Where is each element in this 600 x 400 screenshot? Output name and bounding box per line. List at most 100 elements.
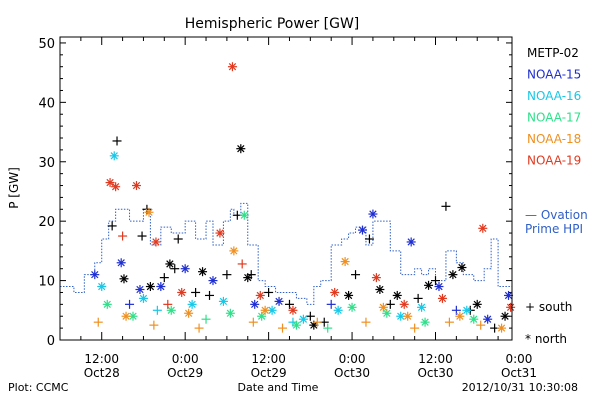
north-point [165,259,175,269]
north-point [424,280,434,290]
x-tick-time: 0:00 [339,352,366,366]
x-tick-date: Oct29 [167,366,203,380]
north-point [225,308,235,318]
x-tick-date: Oct29 [251,366,287,380]
south-marker-legend: + south [525,300,572,314]
north-point [109,151,119,161]
north-point [135,285,145,294]
north-point [434,282,444,292]
south-point [312,317,322,327]
x-tick-time: 0:00 [505,352,532,366]
north-point [333,305,343,315]
legend-entry: METP-02 [527,46,579,60]
north-point [469,314,479,324]
north-point [255,290,265,300]
north-point [90,270,100,280]
north-point [131,181,141,191]
south-point [205,290,215,300]
north-point [218,296,228,306]
ovation-legend-line1: — Ovation [525,208,588,222]
south-point [152,305,162,315]
north-point [504,290,514,300]
north-point [97,282,107,292]
north-point [119,274,129,284]
north-point [116,258,126,268]
chart-title: Hemispheric Power [GW] [185,16,360,32]
south-point [93,317,103,327]
north-point [166,305,176,315]
north-point [180,264,190,274]
south-point [163,299,173,309]
south-point [107,221,117,231]
ovation-line-layer [60,202,513,305]
x-tick-time: 12:00 [84,352,119,366]
x-axis-ticks: 12:00Oct280:00Oct2912:00Oct290:00Oct3012… [59,37,537,380]
timestamp: 2012/10/31 10:30:08 [462,381,578,394]
x-tick-time: 0:00 [172,352,199,366]
x-tick-date: Oct28 [84,366,120,380]
legend: METP-02 NOAA-15 NOAA-16 NOAA-17 NOAA-18 NOAA-… [527,46,581,168]
y-tick-label: 40 [38,96,55,111]
north-point [357,225,367,235]
y-axis-ticks: 0 10 20 30 40 50 [38,37,512,349]
north-point [392,290,402,300]
north-point [274,296,284,306]
south-point [170,264,180,274]
south-point [361,317,371,327]
x-axis-label: Date and Time [238,381,319,394]
legend-entry: NOAA-15 [527,68,581,82]
north-point [198,267,208,277]
north-point [347,302,357,312]
plot-credit: Plot: CCMC [8,381,69,394]
south-point [364,234,374,244]
south-point [264,287,274,297]
north-point [330,287,340,297]
north-point [184,308,194,318]
south-point [413,293,423,303]
north-point [102,299,112,309]
north-point [111,182,121,192]
north-point [371,273,381,283]
south-point [323,323,333,333]
x-tick-date: Oct30 [417,366,453,380]
north-point [215,228,225,238]
north-point [291,320,301,330]
south-point [248,317,258,327]
south-point [326,299,336,309]
north-point [121,311,131,321]
y-tick-label: 20 [38,215,55,230]
plot-frame [59,36,513,341]
north-point [399,299,409,309]
ovation-prime-line [60,202,513,305]
south-point [305,311,315,321]
y-tick-label: 30 [38,156,55,171]
north-point [229,246,239,256]
south-point [159,273,169,283]
legend-entry: NOAA-19 [527,154,581,168]
south-point [112,136,122,146]
north-point [187,299,197,309]
north-point [250,299,260,309]
y-axis-label: P [GW] [7,167,21,209]
north-point [145,282,155,292]
north-point [239,210,249,220]
north-point [506,302,516,312]
legend-entry: NOAA-18 [527,132,581,146]
north-point [457,263,467,273]
north-point [288,305,298,315]
north-point [483,314,493,324]
north-point [227,62,237,72]
south-point [137,231,147,241]
north-point [151,237,161,247]
north-point [478,223,488,233]
north-point [105,178,115,188]
south-point [410,323,420,333]
north-marker-legend: * north [525,332,567,346]
south-point [476,320,486,330]
south-point [278,323,288,333]
x-tick-time: 12:00 [418,352,453,366]
north-point [368,209,378,219]
north-point [260,305,270,315]
south-point [194,323,204,333]
